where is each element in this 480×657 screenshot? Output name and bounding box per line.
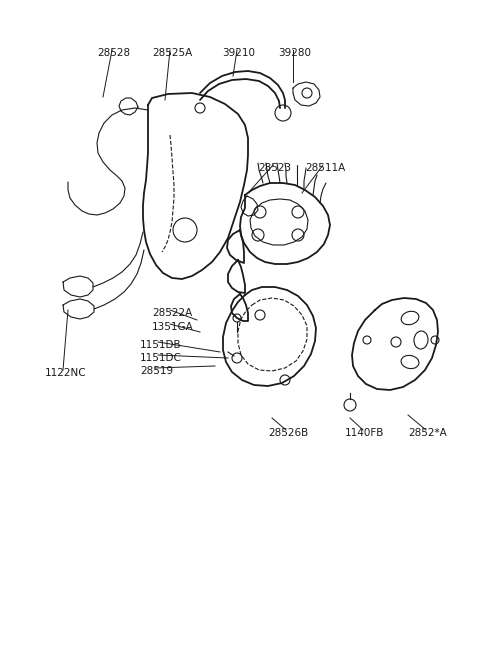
Text: 28522A: 28522A (152, 308, 192, 318)
Text: 28525A: 28525A (152, 48, 192, 58)
Text: 28519: 28519 (140, 366, 173, 376)
Text: 28523: 28523 (258, 163, 291, 173)
Text: 1151DC: 1151DC (140, 353, 182, 363)
Text: 39210: 39210 (222, 48, 255, 58)
Text: 1151DB: 1151DB (140, 340, 181, 350)
Text: 2852*A: 2852*A (408, 428, 447, 438)
Text: 1140FB: 1140FB (345, 428, 384, 438)
Text: 28528: 28528 (97, 48, 130, 58)
Text: 39280: 39280 (278, 48, 311, 58)
Text: 28511A: 28511A (305, 163, 345, 173)
Text: 28526B: 28526B (268, 428, 308, 438)
Text: 1351GA: 1351GA (152, 322, 194, 332)
Text: 1122NC: 1122NC (45, 368, 86, 378)
